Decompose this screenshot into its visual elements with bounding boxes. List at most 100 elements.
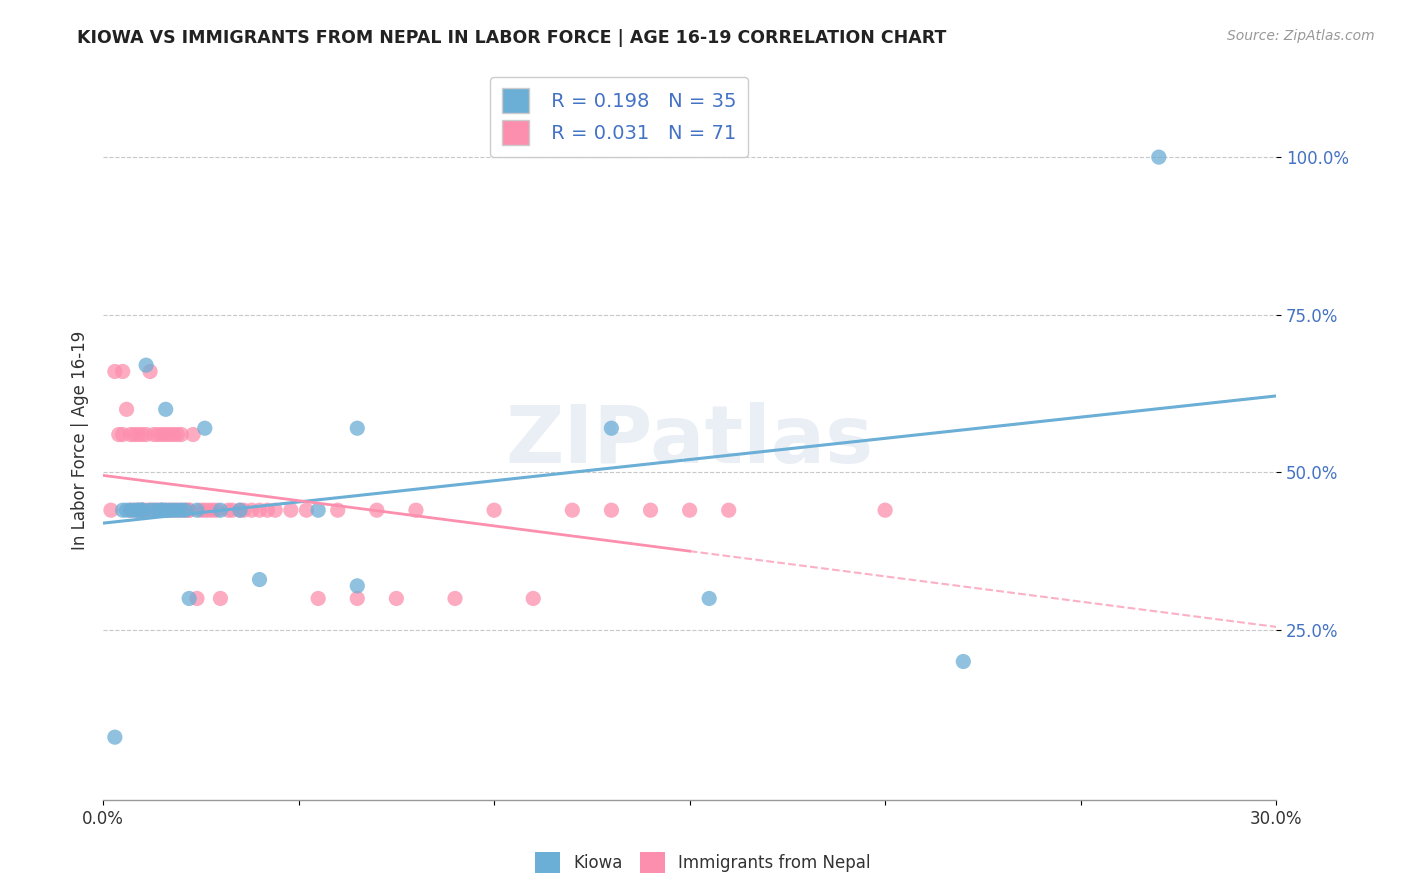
Point xyxy=(159,427,181,442)
Point xyxy=(150,503,173,517)
Text: Source: ZipAtlas.com: Source: ZipAtlas.com xyxy=(1227,29,1375,43)
Point xyxy=(326,503,349,517)
Point xyxy=(366,503,388,517)
Point xyxy=(209,503,232,517)
Point xyxy=(205,503,228,517)
Point xyxy=(104,364,127,378)
Legend:  R = 0.198   N = 35,  R = 0.031   N = 71: R = 0.198 N = 35, R = 0.031 N = 71 xyxy=(491,77,748,157)
Point xyxy=(143,427,166,442)
Point xyxy=(124,503,146,517)
Point xyxy=(155,503,177,517)
Point xyxy=(127,503,149,517)
Point xyxy=(107,427,129,442)
Point xyxy=(127,427,149,442)
Point xyxy=(174,503,197,517)
Point xyxy=(131,503,153,517)
Point xyxy=(186,591,208,606)
Point xyxy=(561,503,583,517)
Text: ZIPatlas: ZIPatlas xyxy=(506,401,873,480)
Point xyxy=(150,427,173,442)
Point xyxy=(179,591,201,606)
Point xyxy=(280,503,302,517)
Point xyxy=(150,503,173,517)
Point xyxy=(111,427,134,442)
Point xyxy=(181,427,204,442)
Point xyxy=(166,503,188,517)
Point xyxy=(1147,150,1170,164)
Point xyxy=(127,503,149,517)
Point xyxy=(135,427,157,442)
Point xyxy=(124,503,146,517)
Point xyxy=(174,503,197,517)
Point xyxy=(249,573,271,587)
Point xyxy=(162,427,184,442)
Point xyxy=(346,421,368,435)
Point xyxy=(600,421,623,435)
Point xyxy=(194,421,217,435)
Point xyxy=(875,503,897,517)
Point xyxy=(249,503,271,517)
Point xyxy=(307,591,329,606)
Point xyxy=(717,503,740,517)
Point xyxy=(217,503,239,517)
Point xyxy=(197,503,219,517)
Point xyxy=(111,364,134,378)
Point xyxy=(166,503,188,517)
Point xyxy=(346,579,368,593)
Point xyxy=(232,503,254,517)
Point xyxy=(295,503,318,517)
Point xyxy=(139,503,162,517)
Point xyxy=(139,364,162,378)
Point xyxy=(346,591,368,606)
Point xyxy=(100,503,122,517)
Y-axis label: In Labor Force | Age 16-19: In Labor Force | Age 16-19 xyxy=(72,331,89,550)
Point xyxy=(162,503,184,517)
Point xyxy=(150,503,173,517)
Point xyxy=(209,591,232,606)
Point xyxy=(264,503,287,517)
Point xyxy=(146,427,169,442)
Point xyxy=(190,503,212,517)
Point xyxy=(170,503,193,517)
Point xyxy=(186,503,208,517)
Point xyxy=(229,503,252,517)
Point xyxy=(201,503,224,517)
Point xyxy=(120,427,142,442)
Point xyxy=(131,427,153,442)
Point xyxy=(194,503,217,517)
Point xyxy=(640,503,662,517)
Point xyxy=(256,503,278,517)
Point xyxy=(135,503,157,517)
Point xyxy=(678,503,700,517)
Point xyxy=(159,503,181,517)
Point xyxy=(405,503,427,517)
Point xyxy=(131,503,153,517)
Point xyxy=(155,503,177,517)
Point xyxy=(155,427,177,442)
Point xyxy=(166,427,188,442)
Point xyxy=(143,503,166,517)
Point xyxy=(162,503,184,517)
Point xyxy=(111,503,134,517)
Point xyxy=(115,503,138,517)
Point xyxy=(131,503,153,517)
Point xyxy=(444,591,467,606)
Point xyxy=(170,503,193,517)
Point xyxy=(146,503,169,517)
Point xyxy=(159,503,181,517)
Point xyxy=(104,730,127,744)
Point xyxy=(131,503,153,517)
Point xyxy=(143,503,166,517)
Point xyxy=(240,503,263,517)
Point xyxy=(170,427,193,442)
Point xyxy=(179,503,201,517)
Point xyxy=(229,503,252,517)
Point xyxy=(146,503,169,517)
Point xyxy=(221,503,243,517)
Point xyxy=(952,655,974,669)
Point xyxy=(124,427,146,442)
Point xyxy=(522,591,544,606)
Point xyxy=(127,503,149,517)
Text: KIOWA VS IMMIGRANTS FROM NEPAL IN LABOR FORCE | AGE 16-19 CORRELATION CHART: KIOWA VS IMMIGRANTS FROM NEPAL IN LABOR … xyxy=(77,29,946,46)
Point xyxy=(482,503,505,517)
